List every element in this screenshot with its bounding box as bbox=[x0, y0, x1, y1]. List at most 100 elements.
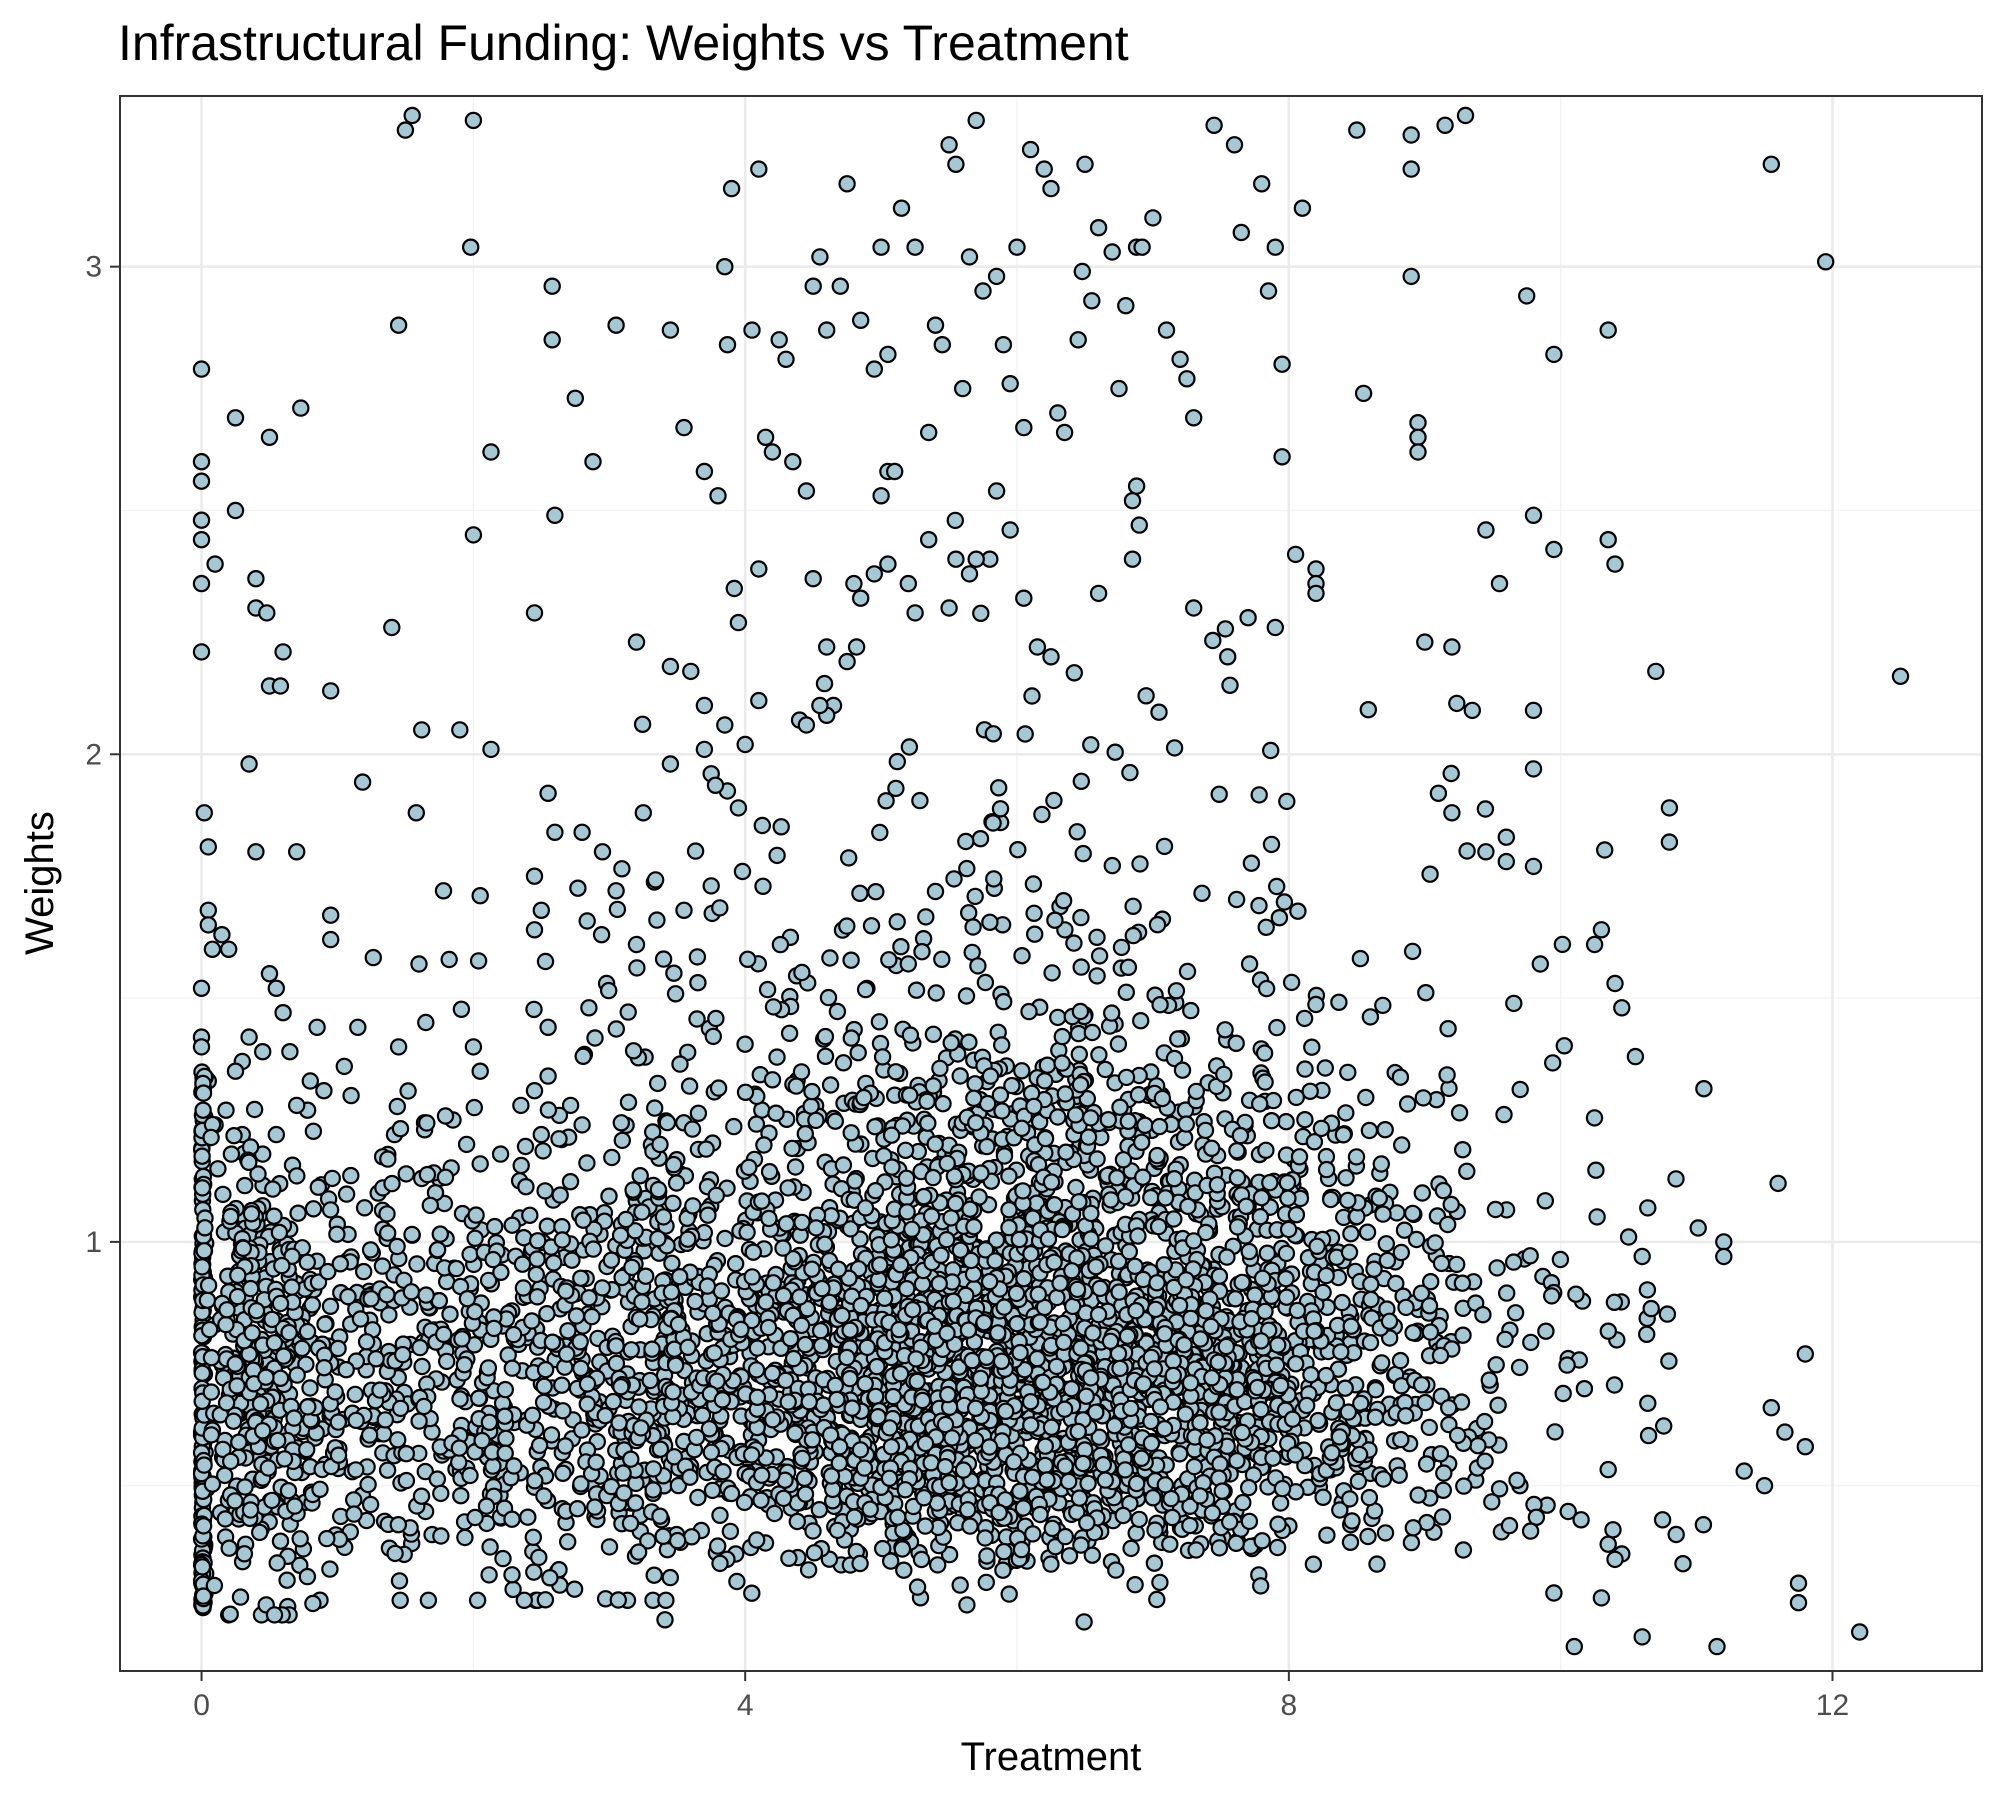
scatter-point bbox=[301, 1379, 319, 1397]
scatter-point bbox=[1009, 841, 1027, 859]
scatter-point bbox=[257, 1368, 275, 1386]
scatter-point bbox=[1116, 1461, 1134, 1479]
scatter-point bbox=[1126, 1575, 1144, 1594]
scatter-point bbox=[966, 1431, 985, 1450]
scatter-point bbox=[503, 1510, 521, 1528]
scatter-point bbox=[951, 1067, 969, 1085]
scatter-point bbox=[193, 1147, 211, 1165]
scatter-point bbox=[1351, 949, 1370, 968]
scatter-point bbox=[1036, 1129, 1055, 1148]
scatter-point bbox=[527, 1265, 546, 1284]
scatter-point bbox=[838, 917, 856, 935]
scatter-point bbox=[471, 1062, 489, 1080]
scatter-point bbox=[214, 1185, 232, 1204]
scatter-point bbox=[413, 721, 431, 739]
scatter-point bbox=[729, 799, 748, 817]
scatter-point bbox=[1434, 1181, 1453, 1200]
scatter-point bbox=[263, 1310, 281, 1329]
scatter-point bbox=[942, 1034, 960, 1052]
scatter-point bbox=[764, 1274, 783, 1292]
scatter-point bbox=[1694, 1515, 1713, 1534]
scatter-point bbox=[865, 565, 884, 583]
scatter-point bbox=[311, 1480, 329, 1499]
scatter-point bbox=[194, 1101, 212, 1119]
scatter-point bbox=[1377, 1235, 1396, 1253]
scatter-point bbox=[865, 360, 884, 378]
scatter-point bbox=[1531, 955, 1550, 973]
scatter-point bbox=[604, 1392, 622, 1411]
scatter-point bbox=[838, 175, 856, 193]
scatter-point bbox=[1524, 701, 1543, 720]
scatter-point bbox=[557, 1282, 575, 1300]
scatter-point bbox=[289, 1204, 307, 1222]
scatter-point bbox=[1250, 896, 1268, 915]
scatter-point bbox=[607, 882, 625, 900]
scatter-point bbox=[1228, 1169, 1247, 1187]
scatter-point bbox=[960, 248, 979, 266]
scatter-point bbox=[1275, 893, 1294, 911]
scatter-point bbox=[608, 900, 627, 919]
scatter-point bbox=[558, 1345, 576, 1363]
scatter-point bbox=[1035, 1072, 1054, 1090]
scatter-point bbox=[993, 1036, 1011, 1054]
scatter-point bbox=[831, 277, 850, 295]
scatter-point bbox=[1054, 1314, 1072, 1333]
scatter-point bbox=[1592, 1589, 1611, 1607]
scatter-point bbox=[1273, 355, 1291, 373]
scatter-point bbox=[627, 633, 646, 651]
scatter-point bbox=[481, 1538, 499, 1556]
scatter-point bbox=[513, 1255, 532, 1273]
scatter-point bbox=[389, 1431, 407, 1449]
scatter-point bbox=[1170, 1445, 1189, 1463]
scatter-point bbox=[572, 1269, 590, 1287]
scatter-point bbox=[263, 1491, 281, 1510]
scatter-point bbox=[971, 1369, 990, 1388]
scatter-point bbox=[613, 1268, 631, 1287]
scatter-point bbox=[1443, 804, 1461, 822]
scatter-point bbox=[203, 940, 222, 959]
scatter-point bbox=[787, 1077, 806, 1095]
scatter-point bbox=[1368, 1555, 1386, 1573]
scatter-point bbox=[1392, 1243, 1411, 1262]
scatter-point bbox=[397, 1471, 416, 1490]
scatter-point bbox=[887, 779, 905, 798]
scatter-point bbox=[452, 1486, 470, 1505]
scatter-point bbox=[199, 838, 217, 856]
scatter-point bbox=[241, 1279, 260, 1298]
scatter-point bbox=[1028, 638, 1047, 656]
scatter-point bbox=[797, 716, 816, 734]
scatter-point bbox=[1477, 843, 1495, 861]
scatter-point bbox=[550, 1130, 568, 1148]
scatter-point bbox=[461, 1245, 479, 1264]
scatter-point bbox=[1599, 1460, 1617, 1479]
scatter-point bbox=[826, 1376, 845, 1395]
scatter-point bbox=[984, 814, 1002, 832]
scatter-point bbox=[788, 1512, 807, 1531]
scatter-point bbox=[535, 1377, 553, 1396]
scatter-point bbox=[1604, 1521, 1622, 1539]
scatter-point bbox=[230, 1433, 248, 1451]
scatter-point bbox=[1619, 1228, 1638, 1246]
scatter-point bbox=[1447, 1255, 1466, 1274]
scatter-point bbox=[750, 560, 768, 578]
scatter-point bbox=[234, 1239, 252, 1258]
scatter-point bbox=[391, 1399, 410, 1418]
scatter-point bbox=[1565, 1637, 1584, 1656]
scatter-point bbox=[722, 179, 741, 198]
scatter-point bbox=[1599, 1322, 1618, 1340]
scatter-point bbox=[1015, 418, 1033, 437]
scatter-point bbox=[220, 1539, 238, 1557]
scatter-point bbox=[879, 345, 897, 364]
scatter-point bbox=[1426, 1234, 1444, 1252]
scatter-point bbox=[816, 1027, 835, 1046]
scatter-point bbox=[711, 899, 729, 917]
scatter-point bbox=[974, 282, 992, 300]
scatter-point bbox=[1639, 1199, 1657, 1217]
scatter-point bbox=[1378, 1251, 1397, 1270]
scatter-point bbox=[462, 238, 480, 256]
scatter-point bbox=[1131, 855, 1149, 873]
scatter-point bbox=[283, 1278, 301, 1296]
scatter-point bbox=[1360, 1488, 1379, 1507]
scatter-point bbox=[1038, 1471, 1056, 1489]
scatter-point bbox=[611, 1226, 630, 1245]
